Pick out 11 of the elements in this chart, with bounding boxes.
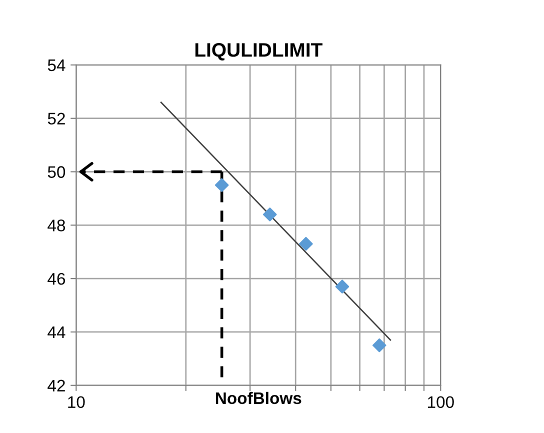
y-tick-label: 48: [48, 220, 66, 232]
y-tick-label: 46: [48, 272, 66, 285]
x-axis-title: NoofBlows: [216, 392, 302, 404]
y-tick-label: 54: [48, 60, 66, 72]
chart-title: LIQULIDLIMIT: [195, 43, 322, 60]
y-tick-label: 42: [48, 380, 65, 392]
y-tick-label: 52: [48, 112, 65, 125]
x-tick-label: 10: [68, 396, 85, 408]
y-tick-label: 50: [48, 166, 66, 178]
x-tick-label: 100: [428, 396, 454, 408]
y-tick-label: 44: [48, 326, 66, 338]
